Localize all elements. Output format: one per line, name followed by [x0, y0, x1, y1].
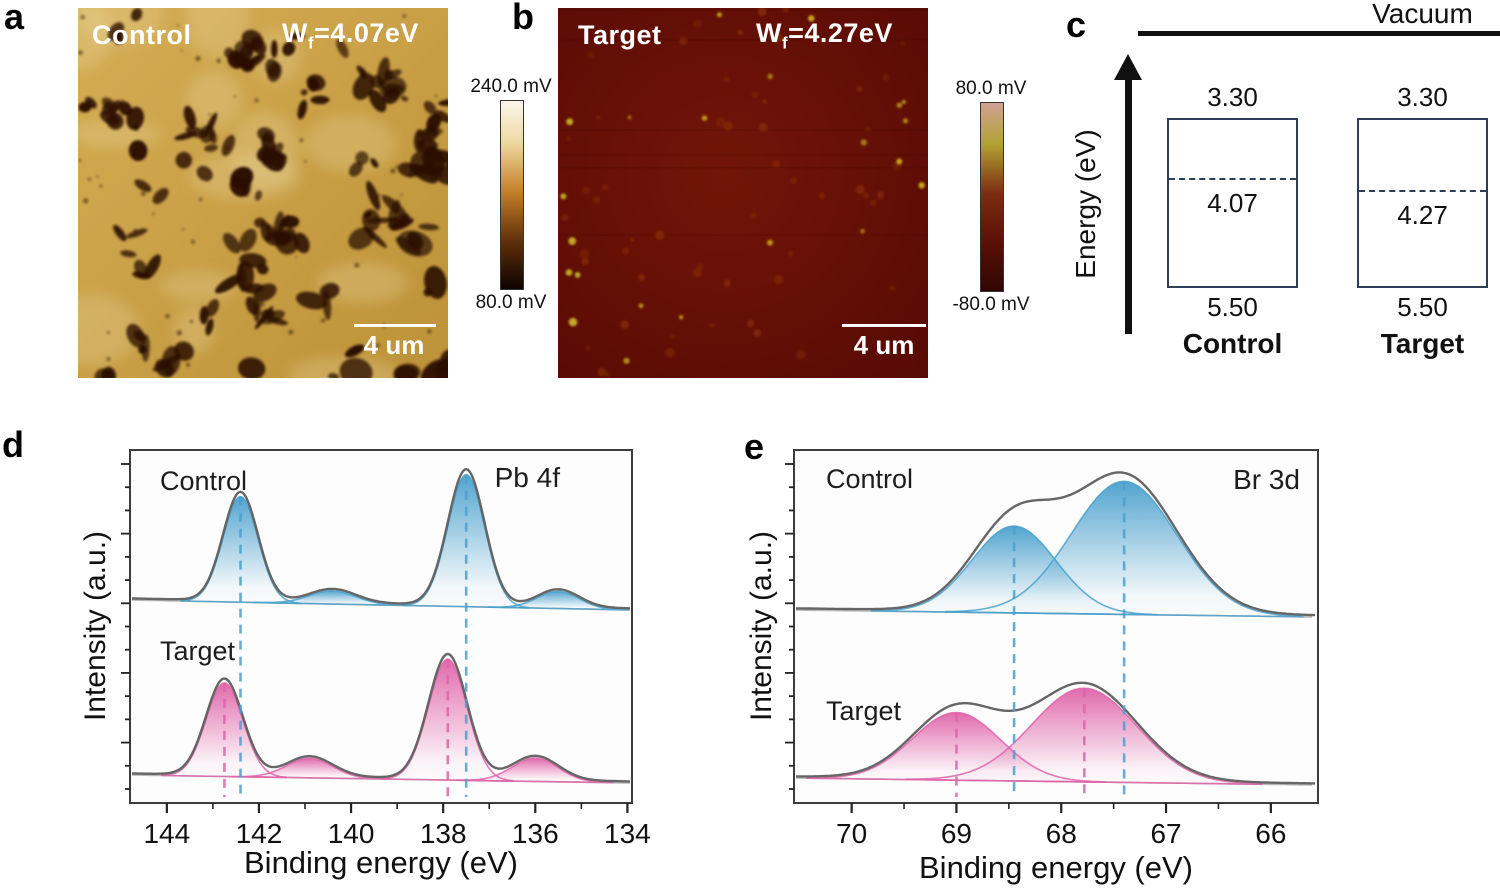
svg-text:69: 69 [941, 818, 972, 849]
panel-e-plot: 70 69 68 67 66 [785, 449, 1319, 849]
guide-lines-control [239, 474, 468, 797]
panel-a-letter: a [4, 0, 25, 37]
kpfm-image-target [558, 8, 928, 378]
wf-value: =4.27eV [788, 18, 893, 48]
svg-text:68: 68 [1046, 818, 1077, 849]
panel-e-control-label: Control [826, 464, 914, 494]
target-lower-level-value: 5.50 [1397, 292, 1448, 322]
scale-bar-label: 4 um [363, 330, 425, 360]
afm-dark-blobs [78, 8, 448, 378]
colorbar-a-top-label: 240.0 mV [470, 76, 552, 97]
wf-symbol: W [282, 18, 308, 48]
panel-b-letter: b [512, 0, 534, 37]
colorbar-b-bar [980, 102, 1004, 292]
svg-text:140: 140 [328, 818, 375, 849]
panel-a-sample-label: Control [92, 20, 192, 50]
afm-light-patches [78, 8, 408, 378]
panel-b-workfunction-label: Wf=4.27eV [756, 18, 893, 53]
panel-d-plot: 144 142 140 138 136 134 [121, 449, 651, 849]
wf-subscript: f [307, 33, 315, 53]
panel-d-yaxis-label: Intensity (a.u.) [79, 530, 112, 722]
wf-symbol: W [756, 18, 782, 48]
guide-lines-control [1012, 481, 1126, 797]
target-fermi-dashed-line [1359, 190, 1486, 192]
svg-text:142: 142 [236, 818, 283, 849]
scale-bar-line [842, 324, 926, 327]
panel-d-xaxis-label: Binding energy (eV) [244, 845, 518, 880]
control-upper-level-value: 3.30 [1207, 82, 1258, 112]
colorbar-b-bottom-label: -80.0 mV [952, 294, 1030, 315]
panel-e-yaxis-label: Intensity (a.u.) [745, 530, 778, 722]
control-diagram-name: Control [1182, 328, 1283, 359]
panel-d-title: Pb 4f [494, 462, 560, 493]
svg-text:70: 70 [836, 818, 867, 849]
panel-d-letter: d [2, 424, 24, 465]
scale-bar-line [354, 324, 436, 327]
panel-a-workfunction-label: Wf=4.07eV [282, 18, 419, 53]
energy-axis-arrow-line [1125, 76, 1132, 334]
y-axis-ticks [785, 463, 794, 790]
svg-text:67: 67 [1150, 818, 1181, 849]
panel-e-xaxis-label: Binding energy (eV) [919, 850, 1193, 885]
vacuum-level-line [1138, 31, 1500, 36]
kpfm-image-control [78, 8, 448, 378]
guide-lines-target [955, 688, 1086, 797]
colorbar-b-top-label: 80.0 mV [955, 78, 1027, 99]
control-lower-level-value: 5.50 [1207, 292, 1258, 322]
wf-subscript: f [781, 33, 789, 53]
control-band-box [1167, 118, 1298, 288]
panel-d-target-label: Target [160, 636, 236, 666]
colorbar-a-bar [500, 100, 524, 290]
svg-text:66: 66 [1255, 818, 1286, 849]
x-axis-ticks: 144 142 140 138 136 134 [143, 803, 651, 849]
target-diagram-name: Target [1380, 328, 1465, 359]
control-fermi-dashed-line [1169, 178, 1296, 180]
target-band-box [1357, 118, 1488, 288]
svg-text:134: 134 [604, 818, 651, 849]
colorbar-a-bottom-label: 80.0 mV [475, 292, 547, 313]
svg-text:138: 138 [420, 818, 467, 849]
panel-c-letter: c [1066, 4, 1087, 45]
target-upper-level-value: 3.30 [1397, 82, 1448, 112]
panel-e-target-label: Target [826, 696, 902, 726]
svg-text:144: 144 [143, 818, 190, 849]
panel-d-control-label: Control [160, 466, 248, 496]
y-axis-ticks [121, 463, 130, 790]
guide-lines-target [223, 659, 450, 797]
svg-text:136: 136 [512, 818, 559, 849]
spectrum-target [131, 652, 631, 784]
vacuum-label: Vacuum [1372, 0, 1473, 29]
target-workfunction-value: 4.27 [1397, 200, 1448, 230]
afm-bright-dots [560, 8, 925, 378]
panel-b-sample-label: Target [578, 20, 662, 50]
energy-axis-arrowhead-icon [1114, 54, 1142, 80]
x-axis-ticks: 70 69 68 67 66 [836, 803, 1286, 849]
panel-e-letter: e [744, 426, 765, 467]
control-workfunction-value: 4.07 [1207, 188, 1258, 218]
scale-bar-label: 4 um [853, 330, 915, 360]
panel-e-title: Br 3d [1233, 464, 1300, 495]
wf-value: =4.07eV [314, 18, 419, 48]
